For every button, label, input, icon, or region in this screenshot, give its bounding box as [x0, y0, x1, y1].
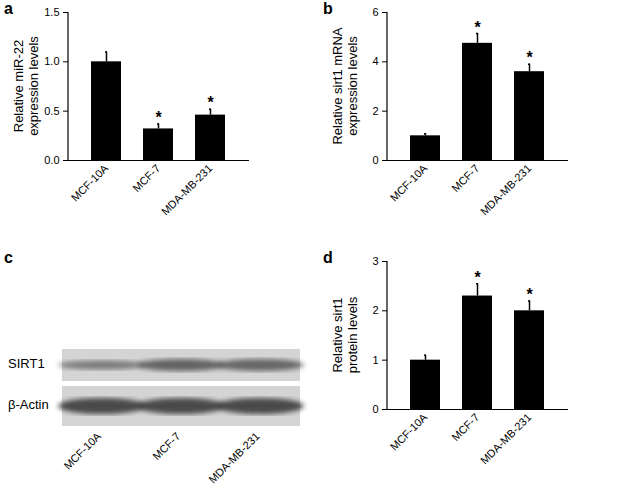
svg-text:6: 6 — [372, 6, 378, 18]
html-text:Relative sirt1 protein levels: Relative sirt1 protein levels — [330, 297, 360, 374]
svg-text:*: * — [207, 94, 214, 111]
svg-text:1: 1 — [372, 354, 378, 366]
html-text:Relative miR-22 expression lev: Relative miR-22 expression levels — [11, 36, 41, 136]
svg-text:MCF-10A: MCF-10A — [388, 410, 430, 452]
svg-text:MCF-10A: MCF-10A — [69, 161, 111, 203]
svg-text:MCF-10A: MCF-10A — [388, 161, 430, 203]
svg-text:2: 2 — [372, 304, 378, 316]
svg-text:MCF-7: MCF-7 — [130, 162, 162, 194]
svg-text:1.0: 1.0 — [44, 55, 59, 67]
html-text:a: a — [4, 0, 13, 17]
svg-text:*: * — [155, 109, 162, 126]
svg-text:0: 0 — [372, 403, 378, 415]
html-text:c: c — [4, 249, 13, 266]
svg-text:MCF-10A: MCF-10A — [61, 429, 103, 471]
svg-text:*: * — [526, 49, 533, 66]
svg-text:*: * — [526, 286, 533, 303]
html-text:Relative sirt1 mRNA expression: Relative sirt1 mRNA expression levels — [330, 27, 360, 145]
svg-text:SIRT1: SIRT1 — [8, 356, 45, 371]
svg-text:0: 0 — [372, 154, 378, 166]
svg-text:1.5: 1.5 — [44, 6, 59, 18]
svg-text:MCF-7: MCF-7 — [150, 430, 182, 462]
svg-text:*: * — [474, 19, 481, 36]
svg-text:2: 2 — [372, 105, 378, 117]
svg-text:MDA-MB-231: MDA-MB-231 — [206, 430, 262, 486]
svg-text:MDA-MB-231: MDA-MB-231 — [478, 162, 534, 218]
html-text:b: b — [323, 0, 333, 17]
svg-text:MDA-MB-231: MDA-MB-231 — [478, 411, 534, 467]
html-text:d: d — [323, 249, 333, 266]
svg-text:0.0: 0.0 — [44, 154, 59, 166]
svg-text:MCF-7: MCF-7 — [449, 411, 481, 443]
svg-text:4: 4 — [372, 55, 378, 67]
svg-text:MCF-7: MCF-7 — [449, 162, 481, 194]
svg-text:*: * — [474, 269, 481, 286]
svg-text:MDA-MB-231: MDA-MB-231 — [159, 162, 215, 218]
svg-text:0.5: 0.5 — [44, 105, 59, 117]
svg-text:3: 3 — [372, 255, 378, 267]
svg-text:β-Actin: β-Actin — [8, 397, 49, 412]
